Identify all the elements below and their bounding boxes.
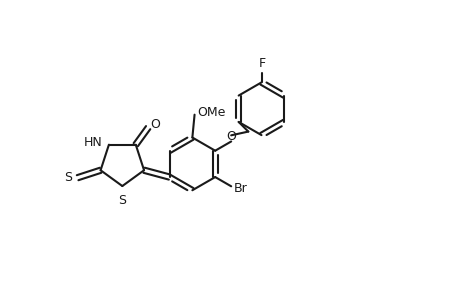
Text: HN: HN xyxy=(84,136,102,149)
Text: S: S xyxy=(64,171,72,184)
Text: F: F xyxy=(258,57,265,70)
Text: OMe: OMe xyxy=(197,106,225,119)
Text: O: O xyxy=(150,118,160,130)
Text: Br: Br xyxy=(233,182,246,195)
Text: O: O xyxy=(226,130,235,143)
Text: S: S xyxy=(118,194,126,207)
